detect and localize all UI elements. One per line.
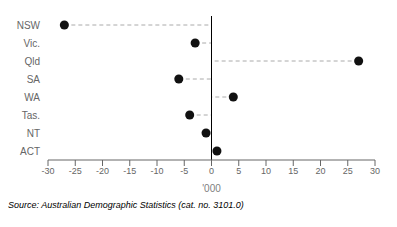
html-text:Source: Australian Demographic: Source: Australian Demographic Statistic… <box>8 200 244 210</box>
svg-text:20: 20 <box>315 166 325 176</box>
svg-text:SA: SA <box>27 74 41 85</box>
svg-text:Qld: Qld <box>24 56 40 67</box>
svg-text:Vic.: Vic. <box>24 38 41 49</box>
svg-text:30: 30 <box>370 166 380 176</box>
svg-text:25: 25 <box>343 166 353 176</box>
svg-text:-15: -15 <box>123 166 136 176</box>
svg-text:-10: -10 <box>150 166 163 176</box>
svg-text:NT: NT <box>27 128 40 139</box>
svg-text:Tas.: Tas. <box>22 110 40 121</box>
svg-text:ACT: ACT <box>20 146 40 157</box>
svg-text:0: 0 <box>209 166 214 176</box>
svg-text:-5: -5 <box>180 166 188 176</box>
svg-text:15: 15 <box>288 166 298 176</box>
svg-text:'000: '000 <box>202 183 221 194</box>
svg-text:-20: -20 <box>96 166 109 176</box>
svg-text:NSW: NSW <box>17 20 41 31</box>
svg-text:WA: WA <box>24 92 40 103</box>
svg-text:5: 5 <box>236 166 241 176</box>
svg-text:-30: -30 <box>41 166 54 176</box>
svg-text:-25: -25 <box>69 166 82 176</box>
svg-text:10: 10 <box>261 166 271 176</box>
